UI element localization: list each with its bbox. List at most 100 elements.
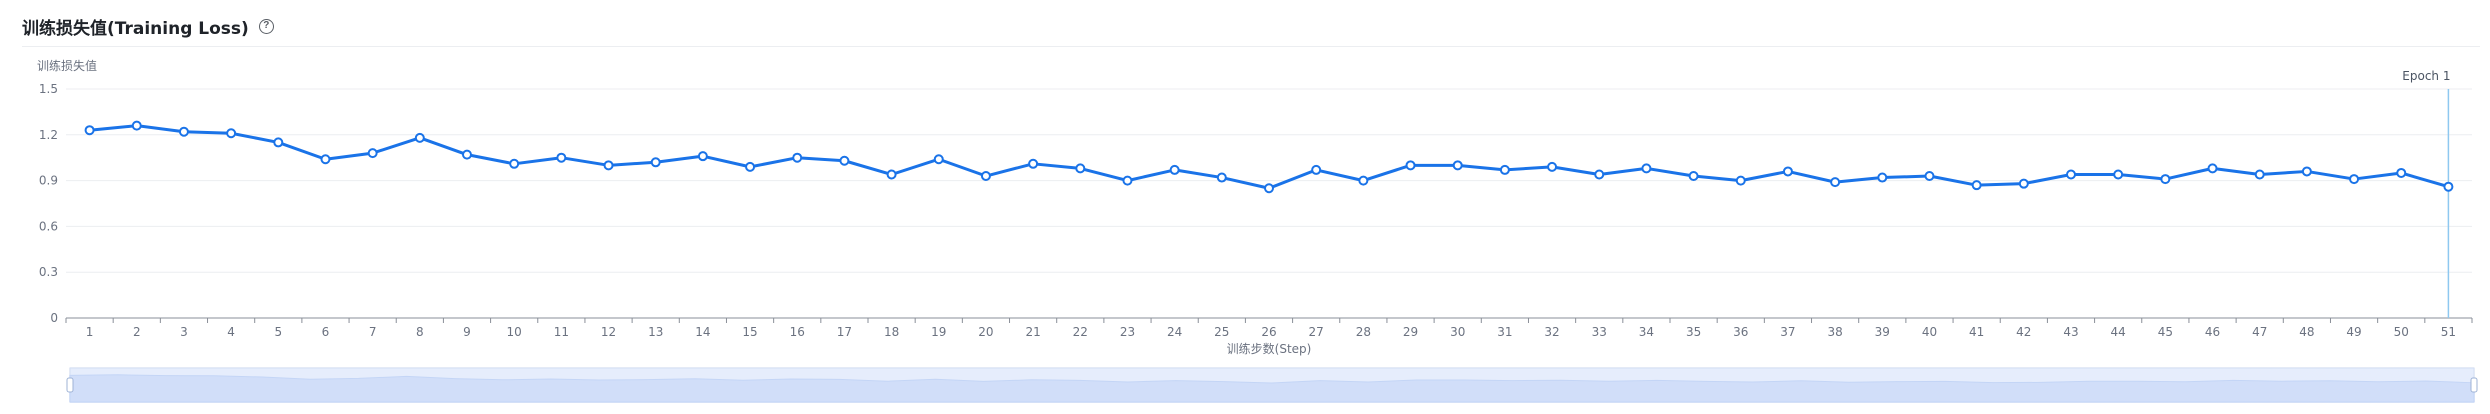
x-tick-label: 39 [1875, 325, 1890, 339]
x-tick-label: 19 [931, 325, 946, 339]
x-tick-label: 46 [2205, 325, 2220, 339]
x-tick-label: 31 [1497, 325, 1512, 339]
data-point [980, 171, 991, 182]
x-tick-label: 5 [274, 325, 282, 339]
data-point [1452, 160, 1463, 171]
data-point [273, 137, 284, 148]
data-point [839, 155, 850, 166]
data-zoom-handle-left[interactable] [66, 377, 74, 393]
data-point [745, 161, 756, 172]
x-tick-label: 47 [2252, 325, 2267, 339]
data-point [697, 151, 708, 162]
data-point [650, 157, 661, 168]
data-point [462, 149, 472, 160]
x-tick-label: 27 [1309, 325, 1324, 339]
data-point [1594, 169, 1605, 180]
x-tick-label: 17 [837, 325, 852, 339]
x-tick-label: 45 [2158, 325, 2173, 339]
x-tick-label: 13 [648, 325, 663, 339]
x-tick-label: 3 [180, 325, 188, 339]
x-tick-label: 50 [2394, 325, 2409, 339]
x-tick-label: 30 [1450, 325, 1465, 339]
data-point [226, 128, 237, 139]
data-point [1216, 172, 1227, 183]
data-point [1028, 158, 1039, 169]
chart-title: 训练损失值(Training Loss) [22, 18, 249, 39]
x-tick-label: 40 [1922, 325, 1937, 339]
header-divider [22, 46, 2480, 47]
y-tick-label: 0.6 [39, 219, 58, 233]
data-point [1122, 175, 1133, 186]
data-zoom-handle-right[interactable] [2470, 377, 2478, 393]
data-point [178, 126, 189, 137]
x-tick-label: 15 [742, 325, 757, 339]
x-tick-label: 4 [227, 325, 235, 339]
data-point [1877, 172, 1888, 183]
x-tick-label: 6 [322, 325, 330, 339]
data-point [2160, 174, 2171, 185]
x-tick-label: 9 [463, 325, 471, 339]
data-point [320, 154, 331, 165]
x-tick-label: 8 [416, 325, 424, 339]
data-point [1688, 171, 1699, 182]
data-point [367, 148, 378, 159]
data-zoom-window [70, 368, 2474, 402]
x-tick-label: 28 [1356, 325, 1371, 339]
x-tick-label: 32 [1544, 325, 1559, 339]
x-tick-label: 21 [1025, 325, 1040, 339]
x-tick-label: 14 [695, 325, 710, 339]
x-tick-label: 37 [1780, 325, 1795, 339]
data-point [2443, 181, 2454, 192]
data-point [1169, 164, 1180, 175]
x-tick-label: 33 [1592, 325, 1607, 339]
chart-header: 训练损失值(Training Loss) ? [22, 14, 274, 39]
x-tick-label: 22 [1073, 325, 1088, 339]
x-tick-label: 18 [884, 325, 899, 339]
data-point [556, 152, 567, 163]
data-point [2113, 169, 2124, 180]
x-tick-label: 23 [1120, 325, 1135, 339]
epoch-marker-label: Epoch 1 [2402, 69, 2450, 83]
y-tick-label: 0.9 [39, 174, 58, 188]
x-tick-label: 26 [1261, 325, 1276, 339]
data-point [1735, 175, 1746, 186]
x-tick-label: 49 [2346, 325, 2361, 339]
data-point [84, 125, 95, 136]
y-tick-label: 0.3 [39, 265, 58, 279]
y-tick-label: 1.5 [39, 82, 58, 96]
data-point [1499, 164, 1510, 175]
x-tick-label: 44 [2111, 325, 2126, 339]
x-tick-label: 16 [790, 325, 805, 339]
x-tick-label: 48 [2299, 325, 2314, 339]
x-tick-label: 24 [1167, 325, 1182, 339]
data-point [414, 132, 425, 143]
x-tick-label: 29 [1403, 325, 1418, 339]
question-circle-icon[interactable]: ? [258, 18, 274, 34]
x-tick-label: 7 [369, 325, 377, 339]
data-point [131, 120, 142, 131]
data-point [1641, 163, 1652, 174]
data-point [1264, 183, 1274, 194]
y-tick-label: 1.2 [39, 128, 58, 142]
data-point [2301, 166, 2312, 177]
data-point [509, 158, 520, 169]
data-point [1830, 177, 1841, 188]
y-tick-label: 0 [50, 311, 58, 325]
x-axis-label: 训练步数(Step) [1227, 341, 1312, 356]
x-tick-label: 41 [1969, 325, 1984, 339]
x-tick-label: 2 [133, 325, 141, 339]
data-point [2066, 169, 2076, 180]
data-point [1075, 163, 1086, 174]
x-tick-label: 34 [1639, 325, 1654, 339]
data-point [1311, 164, 1322, 175]
data-point [933, 154, 944, 165]
data-point [2396, 167, 2407, 178]
data-point [1358, 175, 1369, 186]
data-point [1547, 161, 1558, 172]
data-point [2349, 174, 2360, 185]
data-point [2207, 163, 2218, 174]
data-point [886, 169, 897, 180]
y-axis-label: 训练损失值 [37, 58, 97, 73]
data-point [2254, 169, 2265, 180]
